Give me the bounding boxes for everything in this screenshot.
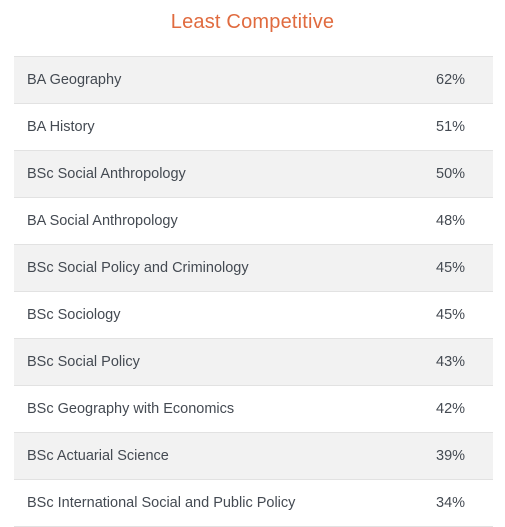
offer-rate: 45% — [436, 260, 466, 276]
offer-rate: 45% — [436, 307, 466, 323]
course-name: BSc Actuarial Science — [27, 448, 169, 464]
table-row: BSc Actuarial Science 39% — [14, 433, 493, 480]
course-name: BA History — [27, 119, 95, 135]
courses-table: BA Geography 62% BA History 51% BSc Soci… — [14, 56, 493, 527]
course-name: BSc Sociology — [27, 307, 121, 323]
table-row: BSc Sociology 45% — [14, 292, 493, 339]
course-name: BSc Social Anthropology — [27, 166, 186, 182]
course-name: BSc Social Policy — [27, 354, 140, 370]
course-name: BSc Geography with Economics — [27, 401, 235, 417]
table-row: BA Geography 62% — [14, 57, 493, 104]
table-row: BSc Geography with Economics 42% — [14, 386, 493, 433]
offer-rate: 43% — [436, 354, 466, 370]
table-row: BA History 51% — [14, 104, 493, 151]
table-row: BSc Social Policy and Criminology 45% — [14, 245, 493, 292]
offer-rate: 62% — [436, 72, 466, 88]
course-name: BA Social Anthropology — [27, 213, 178, 229]
offer-rate: 34% — [436, 495, 466, 511]
offer-rate: 42% — [436, 401, 466, 417]
offer-rate: 48% — [436, 213, 466, 229]
offer-rate: 50% — [436, 166, 466, 182]
offer-rate: 39% — [436, 448, 466, 464]
table-title: Least Competitive — [170, 11, 335, 33]
offer-rate: 51% — [436, 119, 466, 135]
table-row: BA Social Anthropology 48% — [14, 198, 493, 245]
course-name: BA Geography — [27, 72, 122, 88]
table-row: BSc Social Anthropology 50% — [14, 151, 493, 198]
course-name: BSc International Social and Public Poli… — [27, 495, 296, 511]
table-row: BSc Social Policy 43% — [14, 339, 493, 386]
course-name: BSc Social Policy and Criminology — [27, 260, 249, 276]
